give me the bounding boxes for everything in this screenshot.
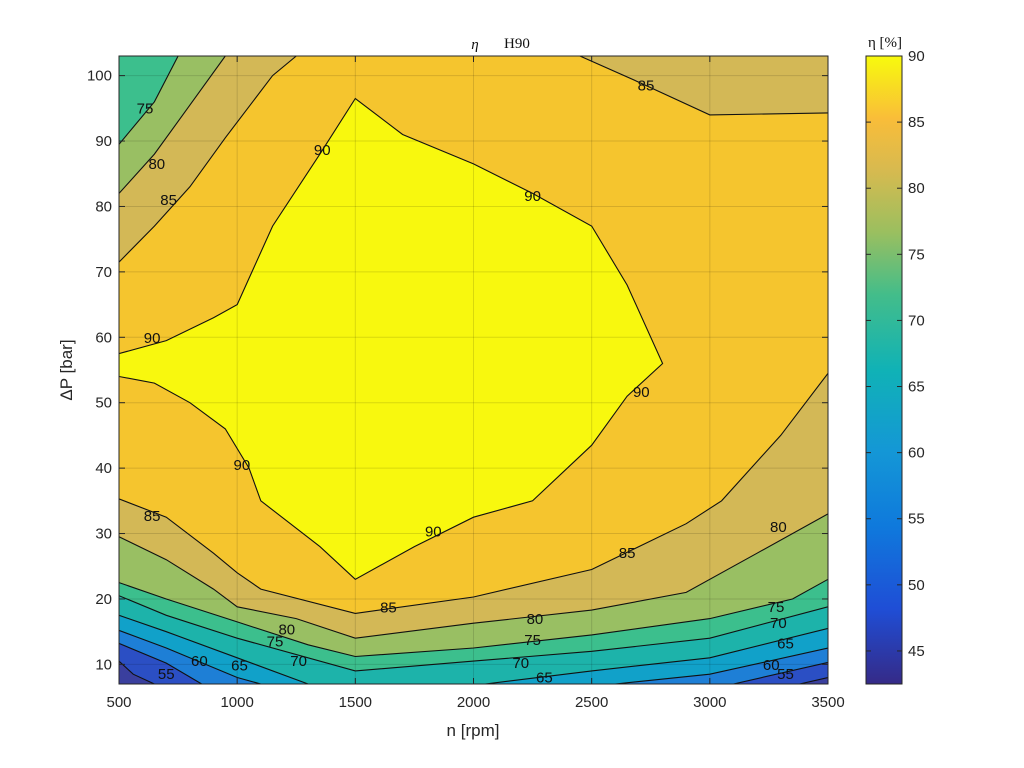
y-tick-label: 90 <box>95 133 112 150</box>
colorbar-ticks: 45 50 55 60 65 70 75 80 85 90 <box>866 48 925 660</box>
contour-label-90: 90 <box>633 384 650 401</box>
contour-line-50 <box>119 660 155 684</box>
contour-line-65 <box>485 627 828 684</box>
contour-line-90 <box>119 97 664 580</box>
x-tick-label: 3000 <box>693 694 726 711</box>
colorbar-gradient <box>865 55 903 685</box>
title-symbol: η <box>471 37 478 53</box>
contour-line-55 <box>119 642 202 684</box>
contour-label-85: 85 <box>144 508 161 525</box>
contour-label-85: 85 <box>160 192 177 209</box>
contour-label-60: 60 <box>191 653 208 670</box>
contour-line-85 <box>119 372 828 614</box>
y-axis-ticks: 10 20 30 40 50 60 70 80 90 100 <box>87 68 828 673</box>
contour-label-85: 85 <box>380 599 397 616</box>
contour-line-55 <box>733 661 828 684</box>
contour-label-85: 85 <box>638 77 655 94</box>
contour-line-60 <box>615 647 828 684</box>
x-tick-label: 1500 <box>339 694 372 711</box>
x-tick-label: 2000 <box>457 694 490 711</box>
x-axis-label: n [rpm] <box>447 721 500 740</box>
contour-label-55: 55 <box>777 666 794 683</box>
contour-label-90: 90 <box>425 524 442 541</box>
y-tick-label: 70 <box>95 264 112 281</box>
x-tick-label: 500 <box>106 694 131 711</box>
y-tick-label: 100 <box>87 68 112 85</box>
colorbar-tick-label: 60 <box>908 445 925 462</box>
contour-label-90: 90 <box>144 330 161 347</box>
grid-lines <box>119 56 828 684</box>
contour-line-65 <box>119 614 309 684</box>
x-tick-label: 2500 <box>575 694 608 711</box>
contour-label-60: 60 <box>763 657 780 674</box>
contour-line-70 <box>119 595 828 672</box>
chart-title: η H90 <box>471 36 530 53</box>
colorbar-tick-label: 55 <box>908 511 925 528</box>
contour-line-50 <box>799 676 828 684</box>
x-axis-ticks: 500 1000 1500 2000 2500 3000 3500 <box>106 56 845 711</box>
contour-label-70: 70 <box>512 655 529 672</box>
contour-label-70: 70 <box>770 615 787 632</box>
contour-line-85 <box>119 56 297 263</box>
contour-line-75 <box>119 56 179 145</box>
contour-line-80 <box>119 56 226 194</box>
y-tick-label: 60 <box>95 329 112 346</box>
contour-label-90: 90 <box>524 188 541 205</box>
y-tick-label: 80 <box>95 198 112 215</box>
colorbar: 45 50 55 60 65 70 75 80 85 90 η [%] <box>865 35 925 685</box>
colorbar-tick-label: 90 <box>908 48 925 65</box>
contour-label-65: 65 <box>777 635 794 652</box>
contour-label-80: 80 <box>148 156 165 173</box>
contour-line-80 <box>119 513 828 639</box>
colorbar-tick-label: 80 <box>908 180 925 197</box>
colorbar-tick-label: 50 <box>908 577 925 594</box>
colorbar-tick-label: 65 <box>908 379 925 396</box>
contour-label-80: 80 <box>278 622 295 639</box>
y-tick-label: 20 <box>95 591 112 608</box>
colorbar-tick-label: 75 <box>908 246 925 263</box>
contour-label-80: 80 <box>770 519 787 536</box>
y-tick-label: 40 <box>95 460 112 477</box>
contour-line-85 <box>579 56 828 116</box>
y-axis-label: ΔP [bar] <box>57 339 76 400</box>
contour-label-65: 65 <box>231 658 248 675</box>
colorbar-tick-label: 85 <box>908 114 925 131</box>
y-tick-label: 50 <box>95 395 112 412</box>
colorbar-label: η [%] <box>868 35 902 51</box>
contour-label-75: 75 <box>267 633 284 650</box>
contour-line-60 <box>119 629 261 684</box>
contour-label-90: 90 <box>234 457 251 474</box>
title-text: H90 <box>504 36 530 52</box>
contour-label-75: 75 <box>524 632 541 649</box>
contour-label-55: 55 <box>158 666 175 683</box>
colorbar-tick-label: 70 <box>908 312 925 329</box>
contour-label-65: 65 <box>536 669 553 686</box>
contour-label-75: 75 <box>137 100 154 117</box>
colorbar-tick-label: 45 <box>908 643 925 660</box>
contour-line-75 <box>119 578 828 658</box>
contour-label-80: 80 <box>527 611 544 628</box>
contour-lines <box>119 56 828 684</box>
x-tick-label: 3500 <box>811 694 844 711</box>
contour-label-75: 75 <box>768 599 785 616</box>
y-tick-label: 30 <box>95 526 112 543</box>
contour-label-90: 90 <box>314 142 331 159</box>
y-tick-label: 10 <box>95 656 112 673</box>
x-tick-label: 1000 <box>220 694 253 711</box>
contour-label-85: 85 <box>619 545 636 562</box>
contour-label-70: 70 <box>290 653 307 670</box>
